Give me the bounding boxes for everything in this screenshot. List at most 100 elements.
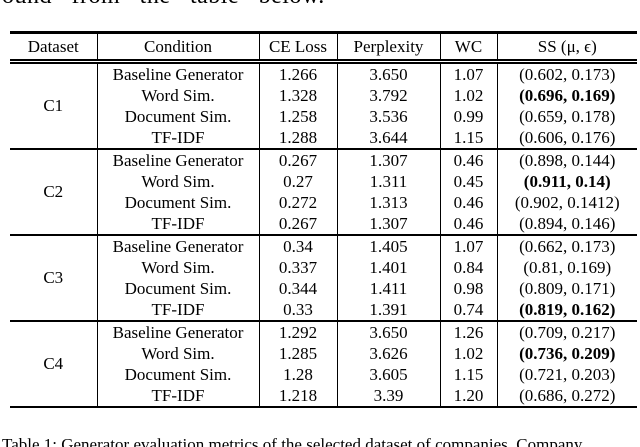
ce-loss-cell: 0.344 bbox=[258, 278, 337, 299]
wc-cell: 0.46 bbox=[439, 148, 497, 171]
condition-cell: TF-IDF bbox=[96, 213, 259, 235]
col-header-perplexity: Perplexity bbox=[336, 32, 440, 64]
ss-cell: (0.911, 0.14) bbox=[496, 171, 637, 192]
wc-cell: 1.02 bbox=[439, 85, 497, 106]
condition-cell: Baseline Generator bbox=[96, 320, 259, 343]
dataset-cell: C2 bbox=[10, 148, 97, 235]
condition-cell: Baseline Generator bbox=[96, 61, 259, 85]
wc-cell: 1.20 bbox=[439, 385, 497, 407]
ce-loss-cell: 1.285 bbox=[258, 343, 337, 364]
ss-cell: (0.898, 0.144) bbox=[496, 148, 637, 171]
table-row: TF-IDF 0.33 1.391 0.74 (0.819, 0.162) bbox=[10, 299, 637, 321]
condition-cell: Document Sim. bbox=[96, 364, 259, 385]
perplexity-cell: 1.405 bbox=[336, 234, 440, 257]
ce-loss-cell: 0.267 bbox=[258, 213, 337, 235]
perplexity-cell: 3.39 bbox=[336, 385, 440, 407]
table-row: C2 Baseline Generator 0.267 1.307 0.46 (0.898… bbox=[10, 148, 637, 235]
table-row: Document Sim. 0.272 1.313 0.46 (0.902, 0.141… bbox=[10, 192, 637, 213]
condition-cell: Word Sim. bbox=[96, 85, 259, 106]
perplexity-cell: 1.311 bbox=[336, 171, 440, 192]
ss-cell: (0.81, 0.169) bbox=[496, 257, 637, 278]
table-caption: Table 1: Generator evaluation metrics of… bbox=[2, 437, 640, 447]
col-header-wc: WC bbox=[439, 32, 497, 64]
condition-cell: Document Sim. bbox=[96, 278, 259, 299]
ss-cell: (0.902, 0.1412) bbox=[496, 192, 637, 213]
ce-loss-cell: 1.28 bbox=[258, 364, 337, 385]
wc-cell: 1.07 bbox=[439, 61, 497, 85]
perplexity-cell: 3.536 bbox=[336, 106, 440, 127]
perplexity-cell: 1.401 bbox=[336, 257, 440, 278]
wc-cell: 1.15 bbox=[439, 364, 497, 385]
ce-loss-cell: 0.33 bbox=[258, 299, 337, 321]
table-row: C1 Baseline Generator 1.266 3.650 1.07 (0.602… bbox=[10, 61, 637, 115]
condition-cell: Word Sim. bbox=[96, 171, 259, 192]
ss-cell: (0.602, 0.173) bbox=[496, 61, 637, 85]
ss-cell: (0.696, 0.169) bbox=[496, 85, 637, 106]
table-row: TF-IDF 1.218 3.39 1.20 (0.686, 0.272) bbox=[10, 385, 637, 407]
perplexity-cell: 1.313 bbox=[336, 192, 440, 213]
results-table: Dataset Condition CE Loss Perplexity WC … bbox=[10, 31, 637, 408]
table-row: Document Sim. 0.344 1.411 0.98 (0.809, 0.171… bbox=[10, 278, 637, 299]
wc-cell: 1.02 bbox=[439, 343, 497, 364]
ss-cell: (0.819, 0.162) bbox=[496, 299, 637, 321]
perplexity-cell: 3.644 bbox=[336, 127, 440, 149]
wc-cell: 0.84 bbox=[439, 257, 497, 278]
ss-cell: (0.659, 0.178) bbox=[496, 106, 637, 127]
table-row: Word Sim. 1.328 3.792 1.02 (0.696, 0.169) bbox=[10, 85, 637, 106]
perplexity-cell: 3.650 bbox=[336, 61, 440, 85]
condition-cell: Baseline Generator bbox=[96, 148, 259, 171]
wc-cell: 1.15 bbox=[439, 127, 497, 149]
wc-cell: 0.45 bbox=[439, 171, 497, 192]
ce-loss-cell: 0.34 bbox=[258, 234, 337, 257]
table-row: C4 Baseline Generator 1.292 3.650 1.26 (0.709… bbox=[10, 320, 637, 407]
condition-cell: Word Sim. bbox=[96, 257, 259, 278]
ce-loss-cell: 1.266 bbox=[258, 61, 337, 85]
wc-cell: 0.98 bbox=[439, 278, 497, 299]
top-paragraph-fragment: ound from the table below. bbox=[2, 0, 640, 9]
ce-loss-cell: 1.218 bbox=[258, 385, 337, 407]
condition-cell: TF-IDF bbox=[96, 127, 259, 149]
wc-cell: 1.07 bbox=[439, 234, 497, 257]
table-row: Word Sim. 0.337 1.401 0.84 (0.81, 0.169) bbox=[10, 257, 637, 278]
condition-cell: Word Sim. bbox=[96, 343, 259, 364]
ce-loss-cell: 0.27 bbox=[258, 171, 337, 192]
table-caption-text: Table 1: Generator evaluation metrics of… bbox=[2, 437, 583, 447]
table-row: TF-IDF 1.288 3.644 1.15 (0.606, 0.176) bbox=[10, 127, 637, 149]
perplexity-cell: 1.411 bbox=[336, 278, 440, 299]
dataset-cell: C4 bbox=[10, 320, 97, 407]
perplexity-cell: 1.391 bbox=[336, 299, 440, 321]
ce-loss-cell: 1.328 bbox=[258, 85, 337, 106]
col-header-ss: SS (μ, ϵ) bbox=[496, 32, 637, 64]
condition-cell: TF-IDF bbox=[96, 385, 259, 407]
ss-cell: (0.736, 0.209) bbox=[496, 343, 637, 364]
ss-cell: (0.894, 0.146) bbox=[496, 213, 637, 235]
col-header-ce-loss: CE Loss bbox=[258, 32, 337, 64]
ss-cell: (0.662, 0.173) bbox=[496, 234, 637, 257]
condition-cell: Document Sim. bbox=[96, 192, 259, 213]
perplexity-cell: 3.792 bbox=[336, 85, 440, 106]
wc-cell: 0.46 bbox=[439, 213, 497, 235]
header-row: Dataset Condition CE Loss Perplexity WC … bbox=[10, 32, 637, 64]
ce-loss-cell: 1.292 bbox=[258, 320, 337, 343]
col-header-condition: Condition bbox=[96, 32, 259, 64]
perplexity-cell: 1.307 bbox=[336, 213, 440, 235]
ce-loss-cell: 1.288 bbox=[258, 127, 337, 149]
condition-cell: Document Sim. bbox=[96, 106, 259, 127]
top-paragraph-text: ound from the table below. bbox=[2, 0, 640, 8]
condition-cell: TF-IDF bbox=[96, 299, 259, 321]
condition-cell: Baseline Generator bbox=[96, 234, 259, 257]
perplexity-cell: 3.650 bbox=[336, 320, 440, 343]
wc-cell: 1.26 bbox=[439, 320, 497, 343]
table-row: Word Sim. 0.27 1.311 0.45 (0.911, 0.14) bbox=[10, 171, 637, 192]
wc-cell: 0.74 bbox=[439, 299, 497, 321]
table-row: TF-IDF 0.267 1.307 0.46 (0.894, 0.146) bbox=[10, 213, 637, 235]
perplexity-cell: 1.307 bbox=[336, 148, 440, 171]
table-row: C3 Baseline Generator 0.34 1.405 1.07 (0.662,… bbox=[10, 234, 637, 321]
table-row: Document Sim. 1.258 3.536 0.99 (0.659, 0.178… bbox=[10, 106, 637, 127]
ss-cell: (0.721, 0.203) bbox=[496, 364, 637, 385]
perplexity-cell: 3.605 bbox=[336, 364, 440, 385]
table-row: Word Sim. 1.285 3.626 1.02 (0.736, 0.209) bbox=[10, 343, 637, 364]
dataset-cell: C3 bbox=[10, 234, 97, 321]
ss-cell: (0.709, 0.217) bbox=[496, 320, 637, 343]
